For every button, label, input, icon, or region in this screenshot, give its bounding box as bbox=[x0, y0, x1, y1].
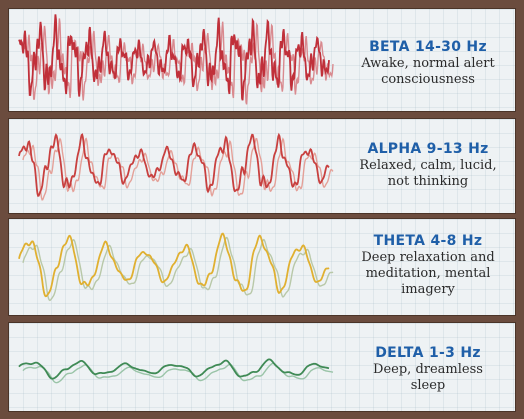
delta-desc-line-1: Deep, dreamless bbox=[373, 362, 483, 377]
theta-desc-line-2: meditation, mental bbox=[365, 266, 491, 281]
theta-desc-line-1: Deep relaxation and bbox=[361, 250, 495, 265]
delta-label: DELTA 1-3 Hz Deep, dreamless sleep bbox=[339, 345, 515, 394]
beta-label: BETA 14-30 Hz Awake, normal alert consci… bbox=[339, 39, 515, 88]
theta-name: THETA 4-8 Hz bbox=[373, 233, 483, 249]
delta-desc-line-2: sleep bbox=[410, 378, 446, 393]
beta-desc-line-2: consciousness bbox=[381, 72, 475, 87]
theta-panel: THETA 4-8 Hz Deep relaxation and meditat… bbox=[8, 218, 516, 316]
alpha-name: ALPHA 9-13 Hz bbox=[367, 141, 489, 157]
alpha-desc-line-1: Relaxed, calm, lucid, bbox=[359, 158, 497, 173]
alpha-desc-line-2: not thinking bbox=[387, 174, 469, 189]
alpha-label: ALPHA 9-13 Hz Relaxed, calm, lucid, not … bbox=[339, 141, 515, 190]
delta-panel: DELTA 1-3 Hz Deep, dreamless sleep bbox=[8, 322, 516, 412]
alpha-panel: ALPHA 9-13 Hz Relaxed, calm, lucid, not … bbox=[8, 118, 516, 214]
beta-wave bbox=[18, 14, 334, 105]
theta-label: THETA 4-8 Hz Deep relaxation and meditat… bbox=[339, 233, 515, 298]
alpha-wave bbox=[18, 132, 334, 201]
beta-name: BETA 14-30 Hz bbox=[369, 39, 487, 55]
theta-wave bbox=[18, 232, 334, 302]
beta-panel: BETA 14-30 Hz Awake, normal alert consci… bbox=[8, 8, 516, 112]
delta-name: DELTA 1-3 Hz bbox=[375, 345, 481, 361]
delta-wave bbox=[18, 358, 334, 384]
theta-desc-line-3: imagery bbox=[401, 282, 455, 297]
beta-desc-line-1: Awake, normal alert bbox=[361, 56, 495, 71]
